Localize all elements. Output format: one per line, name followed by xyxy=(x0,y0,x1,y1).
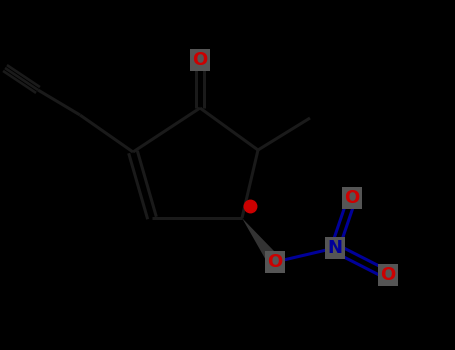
Text: O: O xyxy=(192,51,207,69)
Text: N: N xyxy=(328,239,343,257)
Polygon shape xyxy=(242,218,281,266)
Text: O: O xyxy=(344,189,359,207)
Text: O: O xyxy=(268,253,283,271)
Text: O: O xyxy=(380,266,396,284)
